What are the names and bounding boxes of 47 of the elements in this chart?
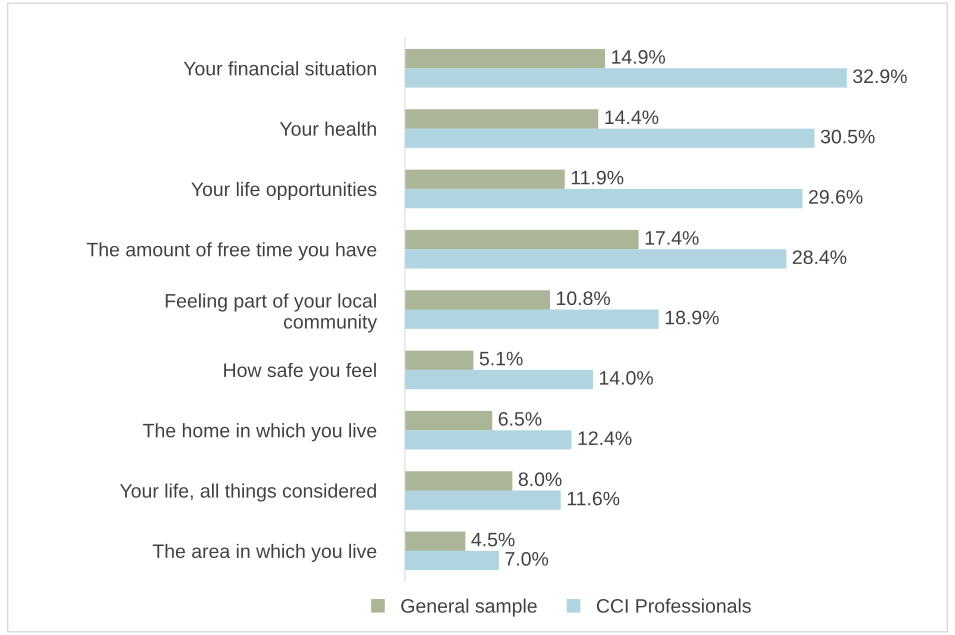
y-tick-label: Your life, all things considered	[120, 483, 376, 502]
bar	[404, 68, 847, 88]
bar	[404, 109, 598, 129]
data-label: 12.4%	[578, 431, 632, 446]
data-label: 14.4%	[605, 110, 658, 124]
data-label: 8.0%	[518, 472, 562, 486]
bar	[404, 430, 572, 450]
data-label: 4.5%	[471, 532, 515, 546]
data-label: 30.5%	[820, 130, 875, 144]
bar	[404, 48, 606, 68]
bar	[404, 249, 786, 269]
bar	[404, 532, 466, 551]
data-label: 18.9%	[666, 310, 719, 324]
bar	[404, 188, 802, 208]
data-label: 7.0%	[505, 552, 548, 566]
bar	[404, 170, 565, 189]
bar	[404, 550, 499, 570]
y-tick-label: The home in which you live	[143, 423, 376, 442]
data-label: 11.6%	[568, 492, 620, 506]
bar	[404, 490, 561, 510]
y-tick-label: The area in which you live	[152, 544, 376, 562]
bar	[404, 370, 593, 390]
data-label: 11.9%	[572, 170, 624, 184]
y-tick-label: Feeling part of your local community	[166, 293, 378, 333]
legend-label: General sample	[401, 598, 537, 617]
bar	[404, 290, 550, 310]
data-label: 5.1%	[480, 352, 523, 366]
y-tick-label: How safe you feel	[224, 362, 376, 381]
bar	[404, 410, 492, 430]
data-label: 14.9%	[612, 50, 666, 64]
data-label: 6.5%	[498, 412, 542, 426]
data-label: 32.9%	[853, 69, 907, 84]
legend-label: CCI Professionals	[596, 598, 751, 613]
data-label: 17.4%	[646, 231, 699, 245]
y-tick-label: Your financial situation	[184, 61, 376, 76]
data-label: 29.6%	[809, 190, 862, 204]
data-label: 28.4%	[792, 250, 846, 264]
y-tick-label: Your life opportunities	[191, 182, 376, 200]
bar	[404, 230, 639, 250]
y-tick-label: Your health	[280, 122, 376, 136]
bar	[404, 310, 659, 329]
y-tick-label: The amount of free time you have	[86, 242, 376, 260]
bar	[404, 128, 815, 148]
data-label: 10.8%	[557, 291, 610, 306]
bar	[404, 471, 512, 491]
bar	[404, 350, 474, 370]
data-label: 14.0%	[600, 370, 653, 385]
